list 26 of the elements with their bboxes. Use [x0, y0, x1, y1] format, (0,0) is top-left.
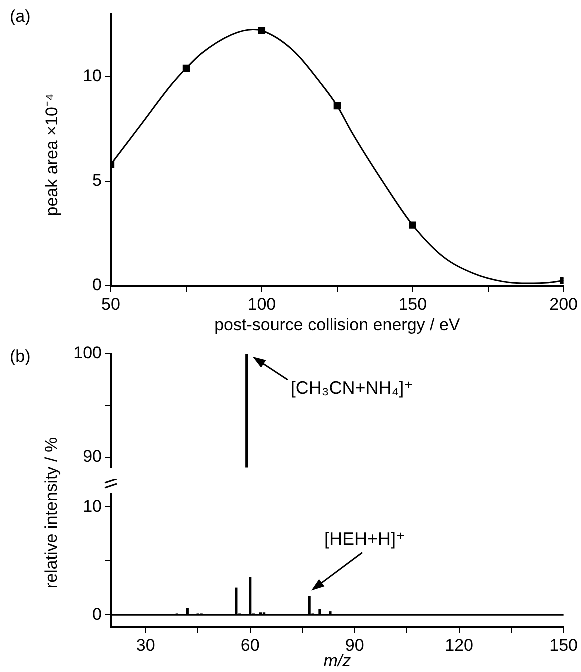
point: [409, 222, 416, 229]
point: [182, 64, 190, 72]
y-tick-label: 10: [83, 66, 102, 86]
y-tick-label: 90: [83, 447, 102, 466]
x-axis-title: post-source collision energy / eV: [214, 315, 461, 334]
annotation: [CH₃CN+NH₄]⁺: [290, 378, 414, 398]
x-tick-label: 150: [398, 294, 428, 314]
x-tick-label: 100: [248, 294, 276, 314]
x-tick-label: 50: [102, 294, 120, 314]
x-tick-label: 120: [445, 636, 474, 655]
point: [258, 27, 266, 34]
y-axis-title: peak area ×10⁻⁴: [42, 94, 62, 216]
y-tick-label: 0: [92, 276, 102, 295]
x-tick-label: 200: [550, 294, 578, 314]
chart-title: (b): [10, 347, 31, 366]
y-tick-label: 100: [74, 344, 102, 363]
y-axis-title: relative intensity / %: [42, 437, 62, 589]
x-tick-label: 30: [136, 636, 156, 655]
annotation: [HEH+H]⁺: [324, 528, 406, 549]
y-tick-label: 10: [83, 496, 102, 516]
x-tick-label: 150: [550, 636, 578, 655]
y-tick-label: 5: [92, 171, 102, 190]
point: [334, 102, 341, 110]
x-tick-label: 60: [240, 636, 260, 655]
y-tick-label: 0: [92, 604, 102, 624]
chart-title: (a): [10, 7, 31, 26]
